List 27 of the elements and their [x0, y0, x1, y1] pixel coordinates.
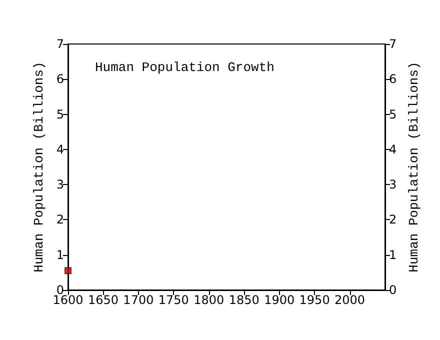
y-tick-label: 3: [56, 178, 64, 192]
y-tick-label: 2: [56, 212, 64, 227]
text: Human Population Growth: [95, 60, 274, 75]
x-tick-label: 1700: [123, 293, 154, 307]
x-tick-label: 1900: [264, 293, 295, 307]
x-tick-label: 1650: [88, 293, 118, 307]
y2-tick-label: 2: [389, 212, 397, 227]
y2-axis-title: Human Population (Billions): [406, 62, 422, 272]
x-tick-label: 1600: [52, 293, 84, 307]
x-tick-label: 1750: [158, 293, 189, 307]
x-tick-label: 1950: [299, 293, 330, 307]
y2-tick-label: 7: [389, 37, 397, 51]
y2-tick-label: 1: [389, 248, 397, 262]
x-tick-label: 1800: [194, 293, 224, 307]
y-axis-title: Human Population (Billions): [31, 62, 46, 272]
y-tick-label: 7: [56, 37, 64, 51]
y2-tick-label: 5: [389, 107, 397, 122]
y-tick-label: 1: [56, 248, 64, 262]
y2-tick-label: 4: [389, 142, 397, 156]
y2-tick-label: 6: [389, 72, 397, 86]
x-tick-label: 2000: [334, 293, 366, 307]
y-tick-label: 4: [56, 142, 64, 156]
x-tick-label: 1850: [228, 293, 260, 307]
y-tick-label: 5: [56, 107, 64, 122]
y-tick-label: 6: [56, 72, 64, 86]
y2-tick-label: 3: [389, 178, 397, 192]
y2-tick-label: 0: [389, 283, 397, 297]
